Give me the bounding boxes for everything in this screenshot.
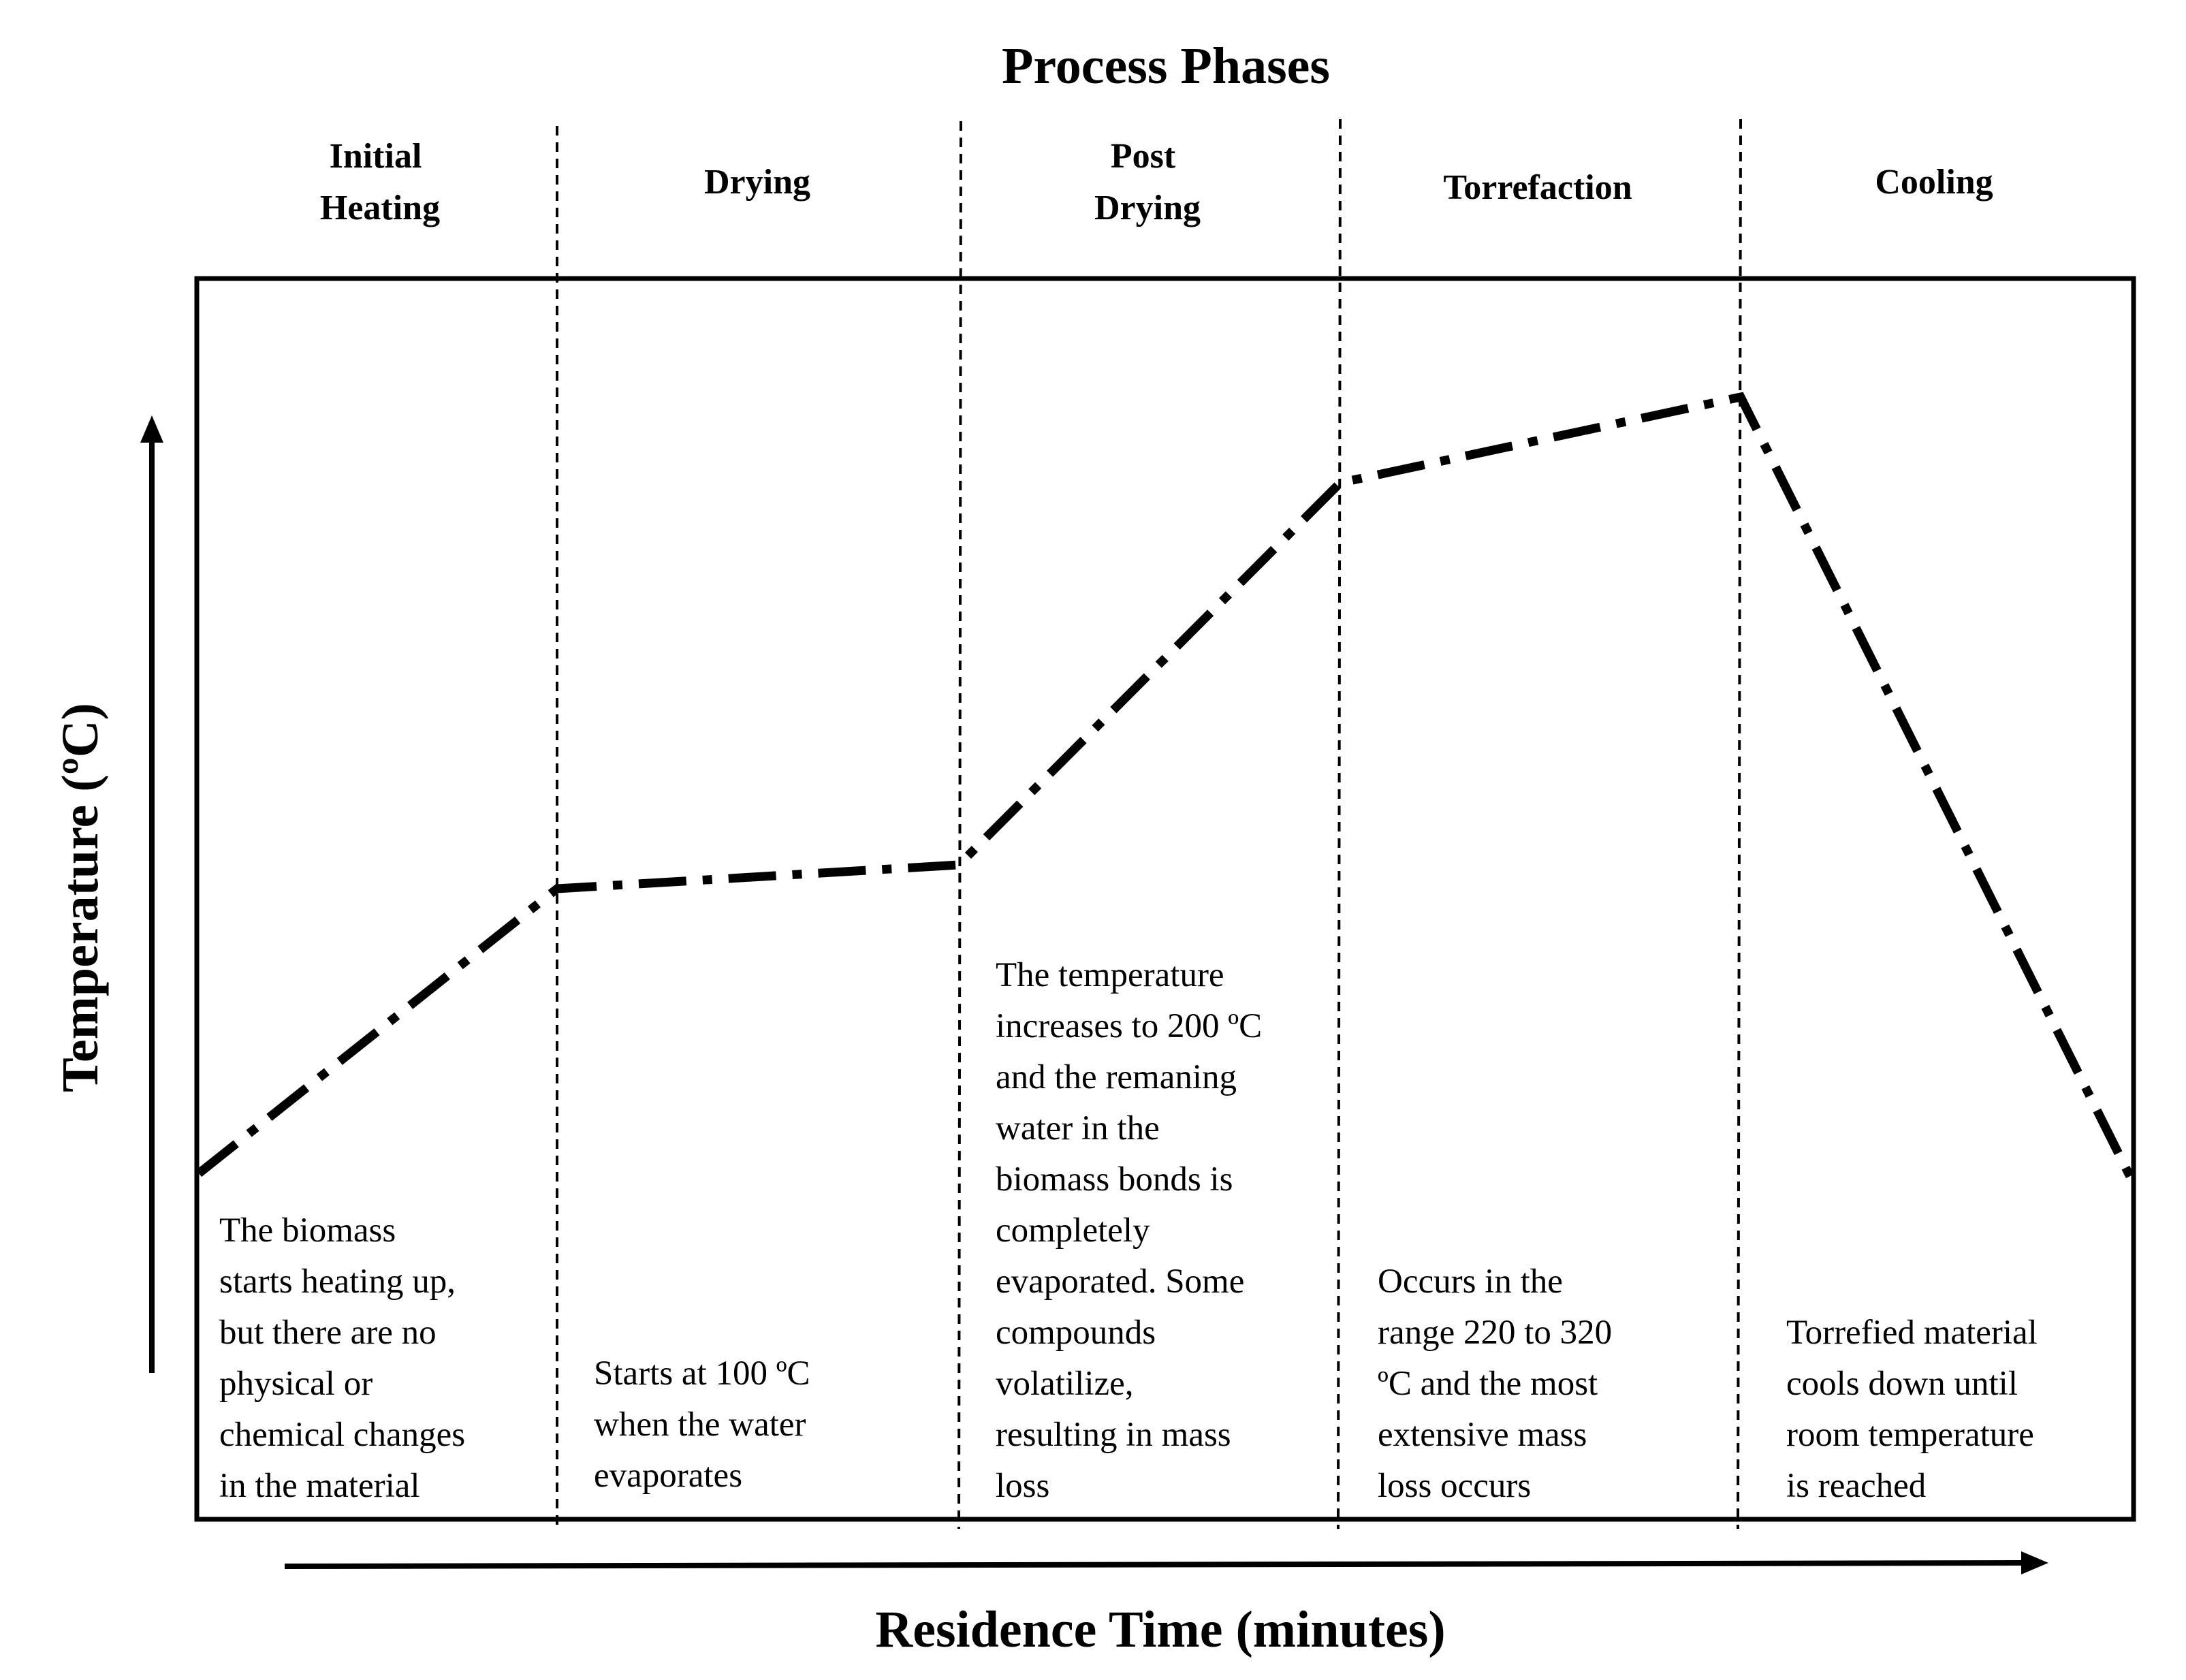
y-axis-label: Temperature (ºC)	[52, 703, 109, 1092]
phase-headers: Initial Heating Drying Post Drying Torre…	[320, 137, 1993, 227]
phase-header-cooling: Cooling	[1875, 163, 1993, 202]
x-axis-arrow	[284, 1551, 2048, 1574]
x-axis-arrow-shaft	[284, 1560, 2022, 1569]
description-torrefaction: Occurs in the range 220 to 320 ºC and th…	[1378, 1263, 1621, 1505]
divider-line	[1737, 118, 1742, 1530]
description-initial-heating: The biomass starts heating up, but there…	[219, 1211, 474, 1505]
y-axis-arrow	[140, 415, 163, 1373]
x-axis-label: Residence Time (minutes)	[875, 1601, 1445, 1658]
divider-line	[957, 121, 962, 1530]
diagram-title: Process Phases	[1002, 37, 1330, 95]
phase-header-initial-heating: Initial Heating	[320, 137, 440, 227]
temperature-profile-line	[195, 392, 2140, 1190]
phase-header-torrefaction: Torrefaction	[1443, 168, 1632, 207]
phase-descriptions: The biomass starts heating up, but there…	[219, 956, 2046, 1505]
x-axis-arrow-head	[2021, 1551, 2048, 1574]
phase-header-post-drying: Post Drying	[1094, 137, 1201, 227]
description-drying: Starts at 100 ºC when the water evaporat…	[594, 1354, 819, 1495]
description-post-drying: The temperature increases to 200 ºC and …	[996, 956, 1271, 1505]
description-cooling: Torrefied material cools down until room…	[1786, 1314, 2046, 1505]
phase-dividers	[556, 118, 1742, 1530]
divider-line	[1337, 118, 1342, 1530]
phase-header-drying: Drying	[704, 163, 810, 202]
plot-frame	[194, 276, 2136, 1522]
y-axis-arrow-head	[140, 415, 163, 443]
